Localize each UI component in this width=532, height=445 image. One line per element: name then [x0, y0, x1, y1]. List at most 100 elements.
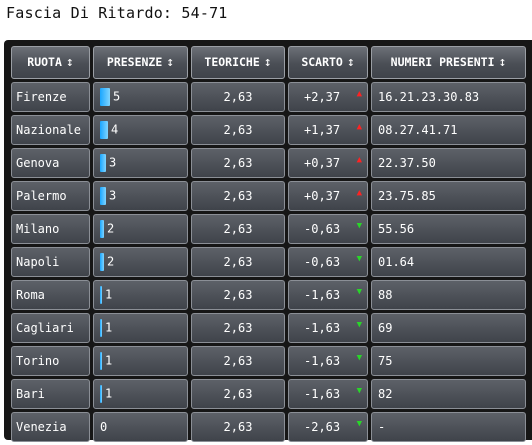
cell-teoriche: 2,63 [191, 247, 285, 277]
cell-numeri-presenti: 55.56 [371, 214, 526, 244]
scarto-value: +0,37 [304, 189, 341, 203]
cell-presenze: 1 [93, 379, 188, 409]
column-header-presenze[interactable]: PRESENZE ↕ [93, 46, 188, 79]
cell-ruota: Napoli [11, 247, 90, 277]
scarto-value: -1,63 [304, 387, 341, 401]
scarto-value: -0,63 [304, 222, 341, 236]
scarto-value: -1,63 [304, 321, 341, 335]
table-row[interactable]: Torino 1 2,63 -1,63 ▼ 75 [11, 346, 526, 376]
cell-scarto: +0,37 ▲ [288, 181, 368, 211]
scarto-value: -1,63 [304, 288, 341, 302]
column-label: PRESENZE [106, 55, 163, 69]
cell-scarto: +0,37 ▲ [288, 148, 368, 178]
cell-presenze: 1 [93, 313, 188, 343]
table-row[interactable]: Cagliari 1 2,63 -1,63 ▼ 69 [11, 313, 526, 343]
scarto-value: +0,37 [304, 156, 341, 170]
cell-presenze: 2 [93, 214, 188, 244]
presenze-value: 1 [105, 353, 113, 368]
triangle-down-icon: ▼ [356, 320, 362, 330]
cell-numeri-presenti: 23.75.85 [371, 181, 526, 211]
cell-scarto: -1,63 ▼ [288, 280, 368, 310]
cell-scarto: -0,63 ▼ [288, 214, 368, 244]
cell-ruota: Genova [11, 148, 90, 178]
cell-scarto: -2,63 ▼ [288, 412, 368, 442]
cell-teoriche: 2,63 [191, 412, 285, 442]
triangle-up-icon: ▲ [356, 155, 362, 165]
cell-teoriche: 2,63 [191, 115, 285, 145]
presence-bar [100, 187, 106, 205]
cell-presenze: 5 [93, 82, 188, 112]
cell-ruota: Torino [11, 346, 90, 376]
cell-teoriche: 2,63 [191, 346, 285, 376]
cell-presenze: 4 [93, 115, 188, 145]
triangle-down-icon: ▼ [356, 353, 362, 363]
cell-numeri-presenti: 75 [371, 346, 526, 376]
cell-ruota: Cagliari [11, 313, 90, 343]
triangle-down-icon: ▼ [356, 287, 362, 297]
sort-arrows-icon[interactable]: ↕ [166, 55, 175, 70]
table-row[interactable]: Nazionale 4 2,63 +1,37 ▲ 08.27.41.71 [11, 115, 526, 145]
presence-bar [100, 352, 102, 370]
table-row[interactable]: Roma 1 2,63 -1,63 ▼ 88 [11, 280, 526, 310]
cell-scarto: -0,63 ▼ [288, 247, 368, 277]
column-label: NUMERI PRESENTI [390, 55, 495, 69]
triangle-up-icon: ▲ [356, 188, 362, 198]
scarto-value: -2,63 [304, 420, 341, 434]
results-table: RUOTA ↕ PRESENZE ↕ TEORICHE ↕ SCARTO ↕ NUMER… [8, 43, 529, 445]
sort-arrows-icon[interactable]: ↕ [346, 55, 355, 70]
table-row[interactable]: Bari 1 2,63 -1,63 ▼ 82 [11, 379, 526, 409]
presence-bar [100, 253, 104, 271]
cell-scarto: +1,37 ▲ [288, 115, 368, 145]
presence-bar [100, 154, 106, 172]
table-body: Firenze 5 2,63 +2,37 ▲ 16.21.23.30.83 Nazional… [11, 82, 526, 442]
table-row[interactable]: Genova 3 2,63 +0,37 ▲ 22.37.50 [11, 148, 526, 178]
cell-teoriche: 2,63 [191, 280, 285, 310]
presenze-value: 0 [100, 420, 108, 434]
results-table-container: RUOTA ↕ PRESENZE ↕ TEORICHE ↕ SCARTO ↕ NUMER… [4, 40, 532, 442]
table-row[interactable]: Milano 2 2,63 -0,63 ▼ 55.56 [11, 214, 526, 244]
cell-presenze: 3 [93, 181, 188, 211]
cell-numeri-presenti: - [371, 412, 526, 442]
cell-presenze: 1 [93, 346, 188, 376]
triangle-down-icon: ▼ [356, 386, 362, 396]
triangle-up-icon: ▲ [356, 89, 362, 99]
cell-scarto: -1,63 ▼ [288, 346, 368, 376]
table-row[interactable]: Napoli 2 2,63 -0,63 ▼ 01.64 [11, 247, 526, 277]
sort-arrows-icon[interactable]: ↕ [498, 55, 507, 70]
column-header-numeri-presenti[interactable]: NUMERI PRESENTI ↕ [371, 46, 526, 79]
cell-scarto: -1,63 ▼ [288, 379, 368, 409]
presence-bar [100, 286, 102, 304]
cell-teoriche: 2,63 [191, 214, 285, 244]
triangle-down-icon: ▼ [356, 419, 362, 429]
table-row[interactable]: Venezia 0 2,63 -2,63 ▼ - [11, 412, 526, 442]
presenze-value: 1 [105, 386, 113, 401]
table-header-row: RUOTA ↕ PRESENZE ↕ TEORICHE ↕ SCARTO ↕ NUMER… [11, 46, 526, 79]
triangle-down-icon: ▼ [356, 221, 362, 231]
table-row[interactable]: Palermo 3 2,63 +0,37 ▲ 23.75.85 [11, 181, 526, 211]
cell-ruota: Nazionale [11, 115, 90, 145]
cell-scarto: -1,63 ▼ [288, 313, 368, 343]
column-label: SCARTO [301, 55, 343, 69]
cell-presenze: 2 [93, 247, 188, 277]
cell-ruota: Milano [11, 214, 90, 244]
cell-ruota: Firenze [11, 82, 90, 112]
presenze-value: 3 [109, 188, 117, 203]
column-label: TEORICHE [204, 55, 260, 69]
cell-teoriche: 2,63 [191, 181, 285, 211]
sort-arrows-icon[interactable]: ↕ [263, 55, 272, 70]
scarto-value: +1,37 [304, 123, 341, 137]
column-header-teoriche[interactable]: TEORICHE ↕ [191, 46, 285, 79]
table-row[interactable]: Firenze 5 2,63 +2,37 ▲ 16.21.23.30.83 [11, 82, 526, 112]
presence-bar [100, 319, 102, 337]
sort-arrows-icon[interactable]: ↕ [65, 55, 74, 70]
cell-numeri-presenti: 88 [371, 280, 526, 310]
cell-presenze: 1 [93, 280, 188, 310]
column-label: RUOTA [27, 55, 62, 69]
cell-teoriche: 2,63 [191, 82, 285, 112]
column-header-scarto[interactable]: SCARTO ↕ [288, 46, 368, 79]
column-header-ruota[interactable]: RUOTA ↕ [11, 46, 90, 79]
triangle-up-icon: ▲ [356, 122, 362, 132]
presenze-value: 1 [105, 320, 113, 335]
cell-numeri-presenti: 69 [371, 313, 526, 343]
presenze-value: 4 [111, 122, 119, 137]
